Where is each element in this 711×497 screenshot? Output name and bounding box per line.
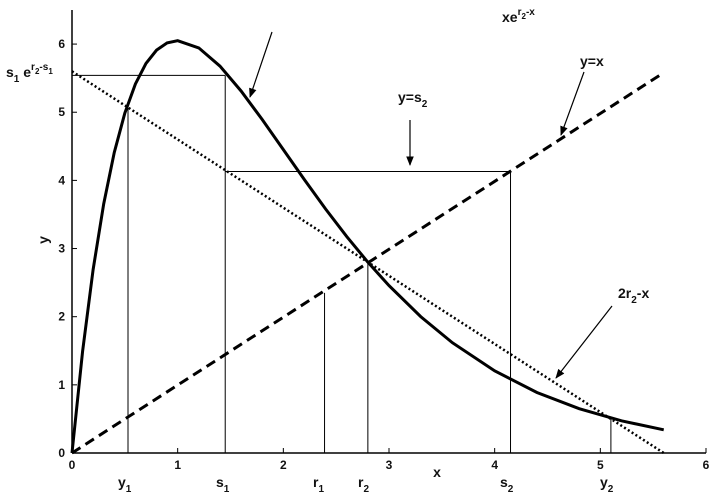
y-tick-label: 1 <box>58 378 65 392</box>
arrows <box>249 31 613 379</box>
arrow <box>249 31 273 98</box>
annotation-part: 2 <box>35 67 40 76</box>
y-axis-label: y <box>35 236 51 244</box>
annotation-part: 2 <box>631 295 637 306</box>
annotation: 2r2-x <box>618 285 649 306</box>
annotation-part: s <box>6 64 14 80</box>
annotation: xer2-x <box>502 7 535 25</box>
annotation-part: y <box>600 474 608 490</box>
annotation-part: r <box>358 474 364 490</box>
annotation-part: y=x <box>580 53 604 69</box>
x-tick-label: 1 <box>174 458 181 472</box>
annotation-part: r <box>313 474 319 490</box>
annotation-part: y <box>118 474 126 490</box>
annotation-part: y=s <box>398 89 422 105</box>
y-tick-label: 4 <box>58 173 65 187</box>
annotation-part: 2 <box>508 484 514 495</box>
arrow <box>555 305 613 379</box>
annotation-part: 2 <box>608 484 614 495</box>
x-axis-label: x <box>433 464 441 480</box>
annotation-part: 1 <box>224 484 230 495</box>
y-tick-label: 5 <box>58 105 65 119</box>
x-tick-label: 6 <box>703 458 710 472</box>
annotation: s1 <box>216 474 230 495</box>
annotation-part: 1 <box>126 484 132 495</box>
annotation-part: 2 <box>521 12 526 21</box>
annotation-part: -x <box>637 285 650 301</box>
annotation: s1 er2-s1 <box>6 62 53 85</box>
annotation-part: -s <box>39 62 48 73</box>
annotation-part: 2 <box>363 484 369 495</box>
series-line <box>71 71 665 455</box>
annotation-part: s <box>500 474 508 490</box>
annotation-part: 2r <box>618 285 632 301</box>
annotation: r2 <box>358 474 369 495</box>
annotation-part: -x <box>526 7 535 18</box>
annotation: y=x <box>580 53 604 69</box>
x-tick-label: 5 <box>597 458 604 472</box>
annotation: y=s2 <box>398 89 428 110</box>
x-tick-label: 0 <box>69 458 76 472</box>
annotation-part: e <box>19 64 31 80</box>
annotation-part: 1 <box>318 484 324 495</box>
annotation: y1 <box>118 474 132 495</box>
annotation-part: s <box>216 474 224 490</box>
annotation-part: 1 <box>48 67 53 76</box>
x-tick-label: 4 <box>491 458 498 472</box>
series-line <box>70 39 665 454</box>
arrow <box>560 71 585 136</box>
y-tick-label: 2 <box>58 310 65 324</box>
annotation-part: 1 <box>14 74 20 85</box>
annotation-part: r <box>518 7 522 18</box>
x-tick-label: 2 <box>280 458 287 472</box>
annotation: s2 <box>500 474 514 495</box>
y-tick-label: 3 <box>58 242 65 256</box>
annotation-part: xe <box>502 9 518 25</box>
annotation: y2 <box>600 474 614 495</box>
y-tick-label: 0 <box>58 446 65 460</box>
annotation-part: r <box>31 62 35 73</box>
x-tick-label: 3 <box>386 458 393 472</box>
annotation-part: 2 <box>422 99 428 110</box>
annotation: r1 <box>313 474 324 495</box>
y-tick-label: 6 <box>58 37 65 51</box>
